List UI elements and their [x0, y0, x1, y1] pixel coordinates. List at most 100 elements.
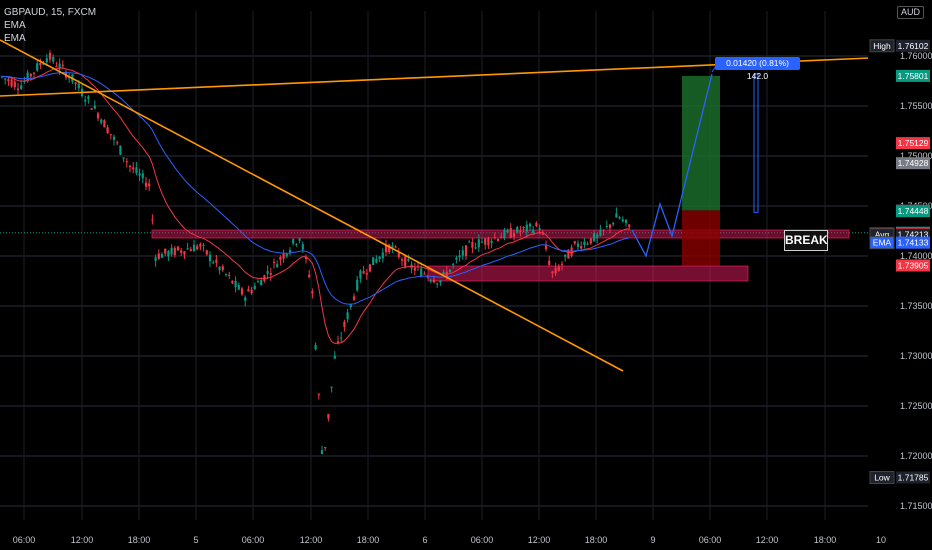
candle-body — [132, 167, 135, 170]
candle-body — [317, 394, 320, 396]
price-tag-value: 1.74448 — [898, 206, 929, 216]
time-tick-label: 18:00 — [585, 535, 608, 545]
candle-body — [295, 244, 298, 246]
candle-body — [176, 246, 180, 251]
price-tag-box — [896, 69, 930, 82]
candle-body — [45, 58, 48, 63]
time-tick-label: 9 — [650, 535, 655, 545]
price-tick-label: 1.73500 — [900, 301, 932, 311]
price-tag: 1.73905 — [896, 259, 930, 272]
indicator-ema-2[interactable]: EMA — [4, 33, 26, 44]
candle-body — [304, 256, 308, 260]
candle-body — [298, 238, 301, 241]
candle-body — [628, 224, 631, 227]
candle-body — [282, 253, 285, 259]
candle-body — [311, 291, 314, 294]
candle-body — [560, 263, 564, 265]
candle-body — [61, 64, 64, 66]
price-axis[interactable]: 1.760001.755001.750001.745001.740001.735… — [868, 0, 932, 550]
candle-body — [596, 234, 599, 238]
time-tick-label: 6 — [422, 535, 427, 545]
candle-body — [160, 254, 164, 258]
candle-body — [36, 63, 39, 71]
candle-body — [608, 224, 612, 228]
price-tag-box — [896, 157, 930, 170]
candle-body — [218, 266, 221, 271]
candle-body — [77, 83, 80, 89]
candle-body — [212, 262, 215, 264]
candle-body — [615, 213, 618, 218]
candle-body — [349, 304, 352, 308]
price-tag: EMA 1.74133 — [869, 236, 930, 250]
candle-body — [564, 254, 567, 257]
candle-body — [173, 247, 176, 256]
candle-body — [605, 225, 608, 227]
price-tag-name: High — [873, 41, 891, 51]
candle-body — [196, 246, 199, 250]
price-tag-name-box — [869, 236, 895, 250]
price-tag: Low 1.71785 — [869, 471, 930, 484]
symbol-title[interactable]: GBPAUD, 15, FXCM — [4, 7, 97, 18]
candle-body — [372, 257, 375, 266]
candle-body — [157, 253, 160, 259]
candle-body — [493, 237, 496, 239]
candle-body — [208, 254, 212, 262]
ema-fast-line — [1, 67, 630, 344]
candle-body — [378, 256, 381, 260]
candle-body — [480, 241, 484, 243]
candle-body — [388, 244, 391, 253]
candle-body — [32, 72, 36, 74]
price-tick-label: 1.76000 — [900, 51, 932, 61]
projected-path — [631, 73, 713, 258]
candle-body — [352, 296, 356, 300]
price-tag: High 1.76102 — [869, 39, 930, 53]
time-axis[interactable]: 06:00 12:00 18:00 5 06:00 12:00 18:00 6 06:00 12:… — [13, 535, 886, 545]
candle-body — [263, 275, 266, 282]
candle-body — [429, 280, 432, 282]
candle-body — [490, 240, 493, 243]
candle-body — [554, 267, 557, 274]
candle-body — [112, 136, 116, 140]
candle-body — [586, 243, 589, 245]
candle-body — [253, 285, 256, 290]
price-tag: 1.74928 — [896, 157, 930, 170]
candle-body — [442, 271, 445, 274]
candle-body — [138, 173, 141, 176]
indicator-ema-1[interactable]: EMA — [4, 20, 26, 31]
price-tag-box — [896, 471, 930, 484]
candle-body — [375, 258, 378, 263]
price-tag-value: 1.73905 — [898, 261, 929, 271]
candle-body — [426, 276, 429, 278]
price-tag-value: 1.75801 — [898, 71, 929, 81]
candle-body — [541, 233, 544, 235]
candle-body — [359, 270, 362, 279]
time-tick-label: 18:00 — [357, 535, 380, 545]
candle-body — [106, 127, 109, 134]
price-tag: 1.75129 — [896, 137, 930, 150]
measure-label[interactable]: 0.01420 (0.81%) 142.0 — [715, 57, 800, 81]
candle-body — [128, 165, 132, 167]
range-bracket — [753, 73, 759, 213]
candle-body — [448, 269, 452, 273]
candle-body — [87, 96, 90, 99]
currency-selector[interactable]: AUD — [896, 6, 924, 19]
candle-body — [148, 183, 151, 187]
candle-body — [215, 259, 218, 263]
price-tag-box — [896, 137, 930, 150]
candle-body — [189, 249, 192, 252]
candle-body — [205, 250, 208, 255]
candle-body — [346, 312, 349, 320]
position-tool[interactable] — [682, 75, 720, 266]
break-label[interactable]: BREAK — [784, 230, 828, 251]
candle-body — [119, 145, 122, 155]
price-tick-label: 1.72000 — [900, 451, 932, 461]
ema-lines — [1, 67, 630, 344]
candle-body — [391, 245, 394, 249]
price-tag-value: 1.74213 — [898, 230, 929, 240]
candle-body — [324, 446, 327, 449]
candle-body — [116, 142, 119, 144]
candle-body — [20, 85, 23, 89]
candle-body — [592, 233, 596, 241]
candle-body — [461, 250, 464, 256]
